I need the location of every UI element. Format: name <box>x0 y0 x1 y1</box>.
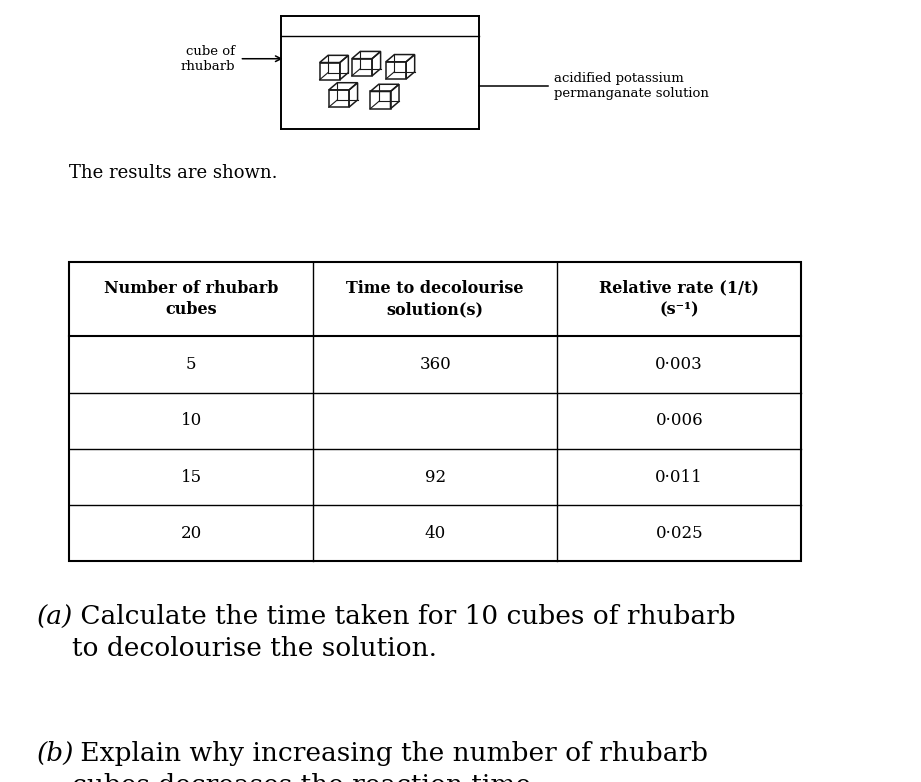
Text: 10: 10 <box>181 412 202 429</box>
Text: 20: 20 <box>181 525 202 542</box>
Text: 360: 360 <box>419 356 451 373</box>
Text: 0·006: 0·006 <box>656 412 703 429</box>
Text: (a): (a) <box>37 604 73 630</box>
Text: Relative rate (1/t)
(s⁻¹): Relative rate (1/t) (s⁻¹) <box>600 280 759 318</box>
Text: Number of rhubarb
cubes: Number of rhubarb cubes <box>104 280 278 318</box>
Text: 0·025: 0·025 <box>656 525 703 542</box>
Text: 5: 5 <box>186 356 196 373</box>
Text: 40: 40 <box>425 525 446 542</box>
Text: cube of
rhubarb: cube of rhubarb <box>181 45 235 73</box>
Bar <box>69 262 801 561</box>
Text: The results are shown.: The results are shown. <box>69 164 277 182</box>
Text: 0·011: 0·011 <box>656 468 703 486</box>
Text: 92: 92 <box>425 468 446 486</box>
Text: acidified potassium
permanganate solution: acidified potassium permanganate solutio… <box>554 72 709 100</box>
Text: (b): (b) <box>37 741 75 766</box>
Text: Calculate the time taken for 10 cubes of rhubarb
to decolourise the solution.: Calculate the time taken for 10 cubes of… <box>72 604 736 662</box>
Text: 15: 15 <box>181 468 202 486</box>
Text: Explain why increasing the number of rhubarb
cubes decreases the reaction time.: Explain why increasing the number of rhu… <box>72 741 708 782</box>
Text: 0·003: 0·003 <box>656 356 703 373</box>
Text: Time to decolourise
solution(s): Time to decolourise solution(s) <box>346 280 524 318</box>
